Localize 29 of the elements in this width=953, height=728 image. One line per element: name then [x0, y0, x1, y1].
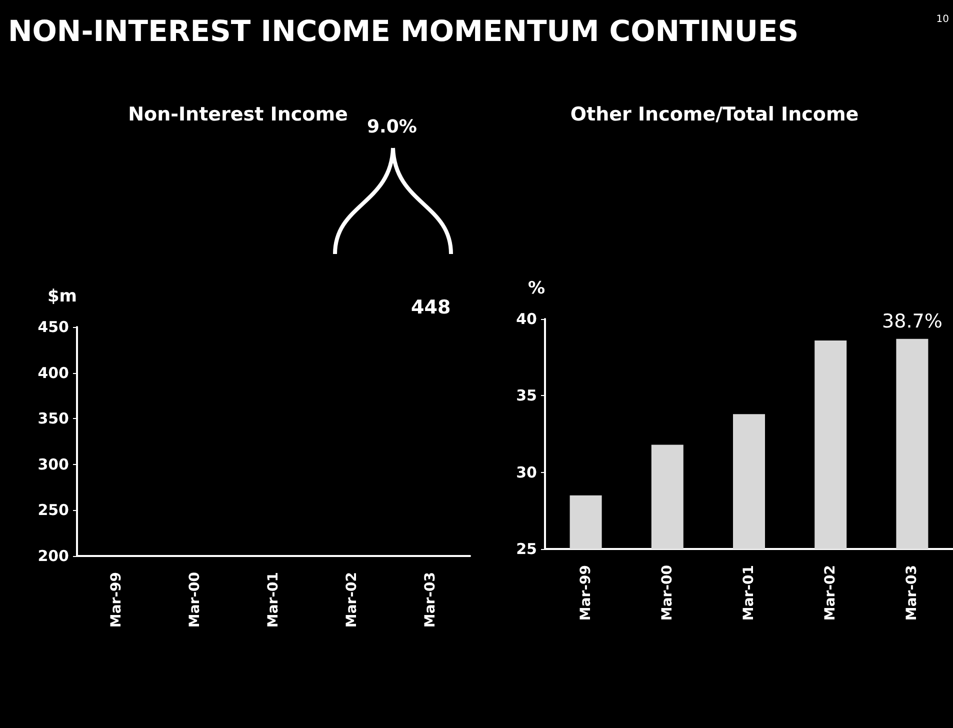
y-tick-label: 450	[38, 318, 69, 336]
x-tick-label: Mar-99	[578, 565, 594, 621]
text: 448	[411, 296, 451, 318]
x-tick-label: Mar-00	[659, 564, 676, 621]
chart-title: Other Income/Total Income	[570, 104, 859, 126]
text: 9.0%	[367, 116, 417, 138]
y-tick-label: 25	[516, 540, 537, 558]
y-tick-label: 350	[38, 410, 69, 428]
text: NON-INTEREST INCOME MOMENTUM CONTINUES	[8, 14, 799, 48]
y-tick-label: 200	[38, 547, 69, 565]
chart-title: Non-Interest Income	[128, 104, 348, 126]
y-axis-title: $m	[47, 286, 77, 306]
y-tick-label: 400	[38, 364, 69, 382]
x-tick-label: Mar-03	[422, 572, 439, 628]
y-axis-title: %	[528, 278, 545, 298]
y-tick-label: 250	[38, 501, 69, 520]
x-tick-label: Mar-99	[108, 572, 124, 628]
x-tick-label: Mar-03	[904, 565, 920, 621]
x-tick-label: Mar-02	[822, 565, 839, 621]
y-tick-label: 30	[516, 463, 537, 482]
x-tick-label: Mar-00	[186, 572, 203, 628]
text: 10	[936, 14, 949, 25]
x-tick-label: Mar-01	[266, 572, 282, 628]
y-tick-label: 300	[38, 455, 69, 474]
x-tick-label: Mar-02	[344, 572, 360, 628]
x-tick-label: Mar-01	[741, 565, 757, 621]
y-tick-label: 35	[516, 386, 537, 405]
data-label: 38.7%	[882, 310, 942, 332]
y-tick-label: 40	[516, 310, 537, 328]
